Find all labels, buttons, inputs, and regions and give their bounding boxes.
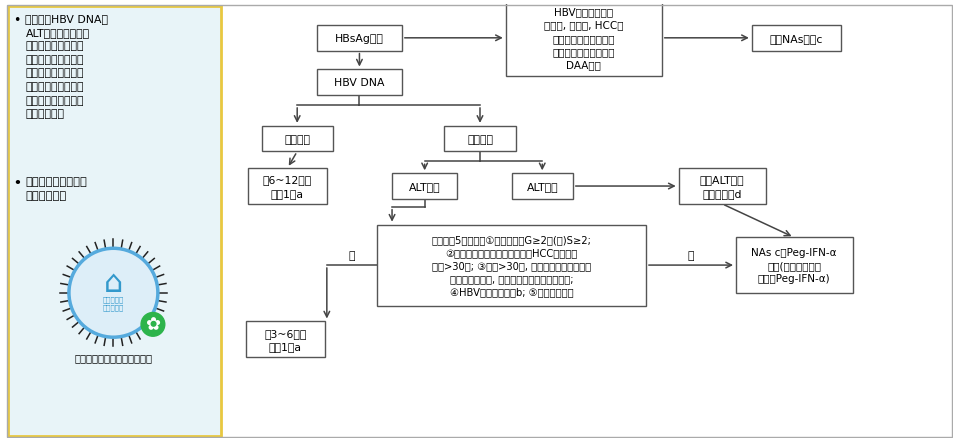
Text: 每6~12个月
随访1次a: 每6~12个月 随访1次a xyxy=(263,175,312,198)
FancyBboxPatch shape xyxy=(262,127,333,152)
Text: 动态评估比单次检测
更有临床意义: 动态评估比单次检测 更有临床意义 xyxy=(26,177,87,200)
Text: 未检测到: 未检测到 xyxy=(284,134,310,144)
FancyBboxPatch shape xyxy=(247,169,327,205)
FancyBboxPatch shape xyxy=(317,26,402,52)
Text: 否: 否 xyxy=(349,251,355,261)
Text: 每3~6个月
随访1次a: 每3~6个月 随访1次a xyxy=(264,328,307,351)
FancyBboxPatch shape xyxy=(511,174,573,199)
Text: ALT正常: ALT正常 xyxy=(409,182,440,191)
Text: 自测小程序: 自测小程序 xyxy=(103,304,124,310)
Circle shape xyxy=(69,249,158,337)
Text: •: • xyxy=(13,14,21,27)
Text: 二甲肝病毒: 二甲肝病毒 xyxy=(103,296,124,302)
Text: •: • xyxy=(13,177,21,190)
Text: HBV DNA: HBV DNA xyxy=(334,78,385,88)
Circle shape xyxy=(141,313,165,336)
Text: 依据血清HBV DNA、
ALT水平和肝脏疾病
严重程度，同时需结
合年龄、家族史和伴
随疾病等因素，综合
评估患者疾病进展风
险，决定是否需要启
动抗病毒治疗: 依据血清HBV DNA、 ALT水平和肝脏疾病 严重程度，同时需结 合年龄、家族… xyxy=(26,14,108,119)
FancyBboxPatch shape xyxy=(752,26,841,52)
Text: 是: 是 xyxy=(688,251,694,261)
Text: 排除ALT升高
的其他原因d: 排除ALT升高 的其他原因d xyxy=(700,175,744,198)
FancyBboxPatch shape xyxy=(317,70,402,96)
FancyBboxPatch shape xyxy=(8,7,222,436)
FancyBboxPatch shape xyxy=(392,174,457,199)
Text: 立即NAs治疗c: 立即NAs治疗c xyxy=(769,34,823,44)
Text: 抗病毒治疗自测小程序二维码: 抗病毒治疗自测小程序二维码 xyxy=(75,352,152,362)
FancyBboxPatch shape xyxy=(246,321,325,357)
FancyBboxPatch shape xyxy=(377,225,646,306)
Text: ✿: ✿ xyxy=(146,316,160,334)
FancyBboxPatch shape xyxy=(736,238,853,293)
FancyBboxPatch shape xyxy=(679,169,765,205)
Text: NAs c或Peg-IFN-α
治疗(肝硬化者需慎
重使用Peg-IFN-α): NAs c或Peg-IFN-α 治疗(肝硬化者需慎 重使用Peg-IFN-α) xyxy=(752,247,837,284)
Text: ALT升高: ALT升高 xyxy=(526,182,558,191)
Text: 符合下列5项之一：①肝脏组织学G≥2和(或)S≥2;
②有乙型肝炎肝硬化或乙型肝炎HCC家族史且
年龄>30岁; ③年龄>30岁, 肝纤维化无创判断技术
或肝组: 符合下列5项之一：①肝脏组织学G≥2和(或)S≥2; ②有乙型肝炎肝硬化或乙型肝… xyxy=(432,234,592,297)
FancyBboxPatch shape xyxy=(505,0,662,77)
Text: HBsAg阳性: HBsAg阳性 xyxy=(335,34,384,44)
Text: ⌂: ⌂ xyxy=(104,269,123,298)
FancyBboxPatch shape xyxy=(444,127,516,152)
Text: HBV相关失代偿期
肝硬化, 肝衰竭, HCC、
乙型肝炎肝移植、免疫
抑制剂应用、丙型肝炎
DAA治疗: HBV相关失代偿期 肝硬化, 肝衰竭, HCC、 乙型肝炎肝移植、免疫 抑制剂应… xyxy=(544,7,623,70)
Text: 可检测到: 可检测到 xyxy=(467,134,493,144)
